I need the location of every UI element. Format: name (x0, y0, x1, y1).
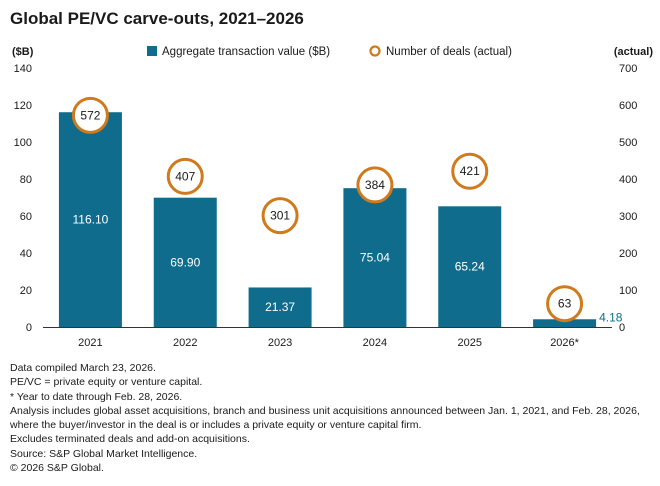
category-label: 2021 (78, 337, 102, 349)
legend-bar-swatch (147, 46, 157, 56)
footnote-source: Source: S&P Global Market Intelligence. (10, 447, 198, 460)
left-tick-label: 20 (20, 285, 32, 297)
bar (248, 287, 312, 327)
deal-count-marker (261, 197, 299, 235)
category-label: 2023 (268, 337, 292, 349)
deal-count-marker (356, 166, 394, 204)
right-axis-title: (actual) (614, 46, 653, 58)
legend-marker-label: Number of deals (actual) (386, 46, 512, 58)
legend-marker-swatch (369, 45, 381, 57)
bar (533, 319, 597, 327)
category-label: 2022 (173, 337, 197, 349)
right-tick-label: 600 (619, 100, 637, 112)
bar-value-label: 116.10 (73, 213, 109, 227)
footnote-compiled: Data compiled March 23, 2026. (10, 362, 156, 374)
left-tick-label: 40 (20, 248, 32, 260)
footnote-ytd: * Year to date through Feb. 28, 2026. (10, 390, 183, 403)
left-tick-label: 100 (14, 137, 32, 149)
footnote-analysis: Analysis includes global asset acquisiti… (10, 404, 640, 432)
deal-count-label: 63 (558, 297, 572, 311)
left-tick-label: 0 (26, 322, 32, 334)
deal-count-marker (71, 96, 109, 134)
bar (58, 112, 122, 327)
bar-value-label: 69.90 (170, 255, 200, 269)
legend-bar-label: Aggregate transaction value ($B) (162, 46, 330, 58)
left-axis-title: ($B) (12, 46, 34, 58)
deal-count-label: 407 (175, 169, 195, 183)
left-tick-label: 120 (14, 100, 32, 112)
category-label: 2026* (550, 337, 579, 349)
footnote-definition: PE/VC = private equity or venture capita… (10, 376, 203, 389)
category-label: 2024 (363, 337, 387, 349)
bar (343, 188, 407, 327)
left-tick-label: 80 (20, 174, 32, 186)
right-tick-label: 200 (619, 248, 637, 260)
chart-canvas: ($B) (actual) Aggregate transaction value … (12, 45, 653, 349)
deal-count-label: 421 (460, 164, 480, 178)
deal-count-label: 301 (270, 209, 290, 223)
left-tick-label: 140 (14, 63, 32, 75)
right-tick-label: 100 (619, 285, 637, 297)
footnote-copyright: © 2026 S&P Global. (10, 462, 104, 475)
bar-value-label: 75.04 (360, 251, 390, 265)
deal-count-marker (451, 152, 489, 190)
category-label: 2025 (458, 337, 482, 349)
bar-value-label: 65.24 (455, 260, 485, 274)
right-tick-label: 300 (619, 211, 637, 223)
bar-value-label: 21.37 (265, 300, 295, 314)
right-tick-label: 400 (619, 174, 637, 186)
footnote-exclusions: Excludes terminated deals and add-on acq… (10, 433, 250, 446)
bar-value-label: 4.18 (599, 310, 623, 324)
chart-title: Global PE/VC carve-outs, 2021–2026 (10, 9, 304, 28)
left-tick-label: 60 (20, 211, 32, 223)
right-tick-label: 500 (619, 137, 637, 149)
deal-count-marker (546, 285, 584, 323)
right-tick-label: 0 (619, 322, 625, 334)
right-tick-label: 700 (619, 63, 637, 75)
deal-count-label: 572 (80, 108, 100, 122)
bar (153, 197, 217, 327)
footnotes: Data compiled March 23, 2026. PE/VC = pr… (10, 361, 655, 475)
deal-count-label: 384 (365, 178, 385, 192)
bar (438, 206, 502, 327)
deal-count-marker (166, 157, 204, 195)
